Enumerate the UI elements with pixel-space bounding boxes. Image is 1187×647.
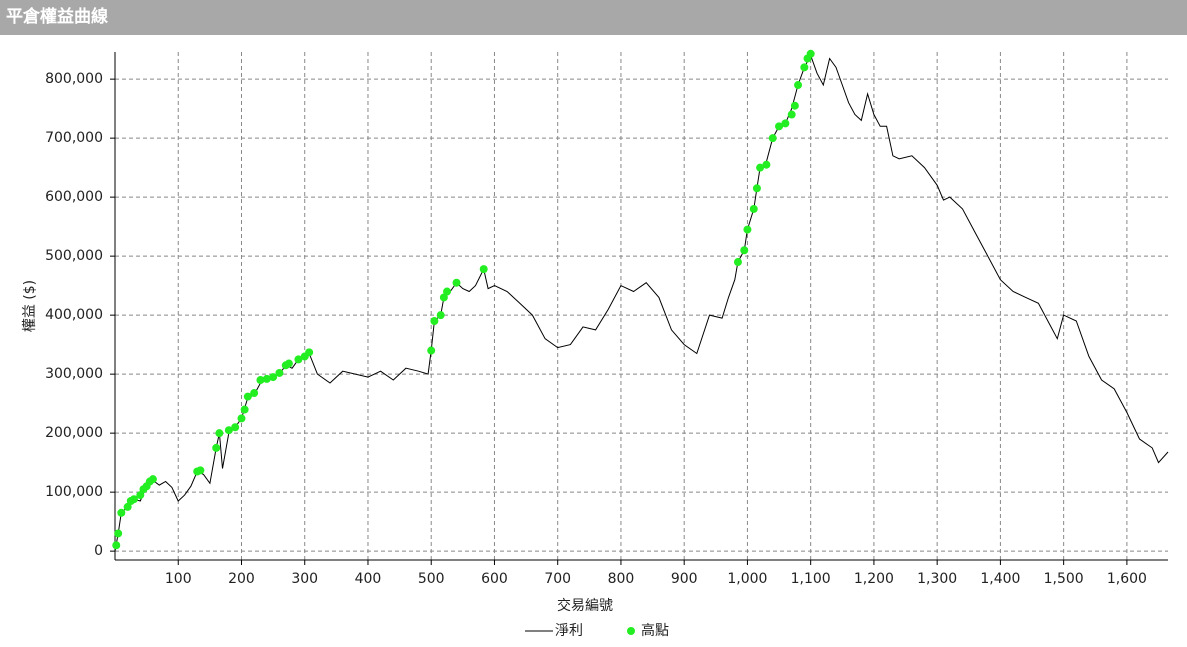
y-tick-label: 300,000: [45, 366, 103, 382]
x-tick-label: 1,300: [917, 571, 957, 587]
scatter-point: [775, 122, 784, 131]
scatter-point: [806, 49, 815, 58]
scatter-point: [136, 491, 145, 500]
x-tick-label: 1,500: [1044, 571, 1084, 587]
scatter-point: [756, 163, 765, 172]
scatter-point: [243, 392, 252, 401]
scatter-point: [439, 293, 448, 302]
scatter-point: [240, 405, 249, 414]
x-tick-label: 600: [481, 571, 508, 587]
scatter-point: [787, 110, 796, 119]
scatter-point: [237, 414, 246, 423]
x-tick-label: 1,200: [854, 571, 894, 587]
y-tick-label: 500,000: [45, 248, 103, 264]
y-tick-label: 200,000: [45, 425, 103, 441]
x-tick-label: 1,000: [727, 571, 767, 587]
scatter-point: [262, 374, 271, 383]
scatter-point: [114, 529, 123, 538]
scatter-point: [123, 502, 132, 511]
y-axis-title: 權益 ($): [22, 280, 38, 332]
scatter-point: [224, 426, 233, 435]
scatter-point: [269, 373, 278, 382]
chart-title: 平倉權益曲線: [6, 6, 108, 27]
scatter-point: [749, 204, 758, 213]
scatter-point: [768, 134, 777, 143]
x-axis-title: 交易編號: [557, 597, 613, 614]
scatter-point: [781, 119, 790, 128]
y-tick-label: 800,000: [45, 71, 103, 87]
y-tick-label: 100,000: [45, 484, 103, 500]
scatter-point: [294, 355, 303, 364]
scatter-point: [231, 423, 240, 432]
scatter-point: [112, 541, 121, 550]
scatter-point: [212, 443, 221, 452]
scatter-point: [196, 466, 205, 475]
scatter-point: [256, 376, 265, 385]
y-tick-label: 0: [94, 543, 103, 559]
scatter-point: [129, 495, 138, 504]
x-tick-label: 900: [671, 571, 698, 587]
y-tick-label: 600,000: [45, 189, 103, 205]
scatter-point: [479, 265, 488, 274]
scatter-point: [794, 81, 803, 90]
scatter-point: [743, 225, 752, 234]
scatter-point: [148, 475, 157, 484]
line-series: [114, 54, 1169, 552]
legend-swatch: [627, 627, 635, 635]
scatter-point: [762, 160, 771, 169]
x-tick-label: 1,100: [791, 571, 831, 587]
scatter-point: [452, 278, 461, 287]
scatter-point: [430, 317, 439, 326]
scatter-point: [305, 348, 314, 357]
x-tick-label: 400: [355, 571, 382, 587]
scatter-point: [790, 101, 799, 110]
x-tick-label: 1,600: [1107, 571, 1147, 587]
scatter-point: [752, 184, 761, 193]
scatter-point: [443, 287, 452, 296]
x-tick-label: 300: [291, 571, 318, 587]
scatter-point: [284, 359, 293, 368]
scatter-point: [740, 246, 749, 255]
x-tick-label: 200: [228, 571, 255, 587]
legend-label: 淨利: [555, 623, 583, 639]
scatter-point: [436, 311, 445, 320]
scatter-point: [250, 389, 259, 398]
scatter-point: [275, 368, 284, 377]
scatter-point: [733, 258, 742, 267]
legend-label: 高點: [641, 622, 669, 639]
x-tick-label: 800: [608, 571, 635, 587]
x-tick-label: 100: [165, 571, 192, 587]
x-tick-label: 500: [418, 571, 445, 587]
scatter-point: [215, 429, 224, 438]
y-tick-label: 700,000: [45, 130, 103, 146]
y-tick-label: 400,000: [45, 307, 103, 323]
scatter-point: [427, 346, 436, 355]
scatter-point: [117, 508, 126, 517]
x-tick-label: 700: [544, 571, 571, 587]
scatter-point: [800, 63, 809, 72]
title-bar: [0, 0, 1187, 35]
x-tick-label: 1,400: [980, 571, 1020, 587]
